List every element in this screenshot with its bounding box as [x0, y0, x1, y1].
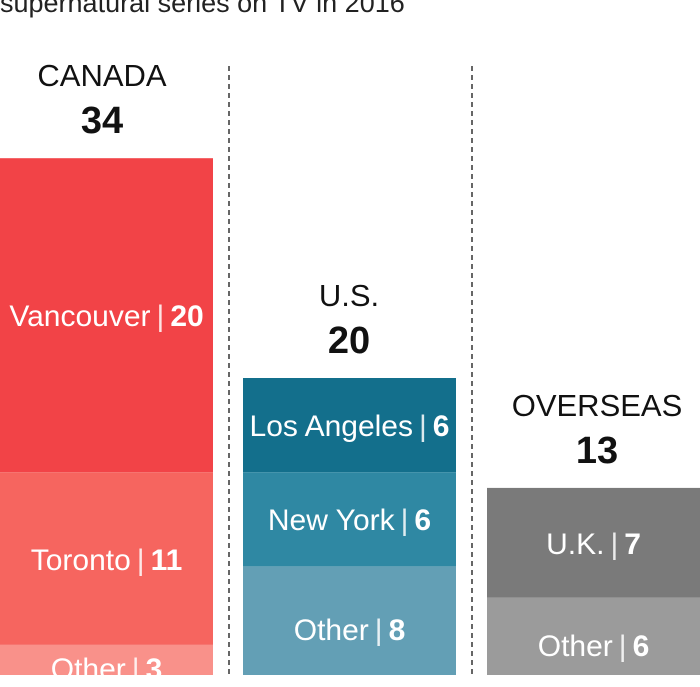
segment-value: 7: [624, 527, 641, 561]
segment-name: Other: [293, 614, 369, 648]
segment-value: 3: [145, 653, 163, 687]
segment-label: Vancouver | 20: [0, 300, 213, 334]
segment-value: 6: [414, 504, 432, 538]
segment-label: Los Angeles | 6: [243, 410, 456, 444]
segment-separator: |: [400, 504, 409, 538]
segment-label: U.K. | 7: [487, 528, 700, 562]
segment-name: U.K.: [546, 527, 605, 561]
segment-separator: |: [618, 629, 627, 663]
bar-segment-us-losangeles: [243, 378, 456, 473]
segment-separator: |: [610, 527, 619, 561]
segment-name: Other: [537, 629, 613, 663]
segment-value: 11: [150, 543, 183, 577]
bar-segment-canada-vancouver: [0, 158, 213, 473]
segment-value: 6: [432, 410, 450, 444]
group-total: 20: [327, 320, 371, 362]
segment-label: Other | 3: [0, 653, 213, 687]
segment-name: Los Angeles: [249, 410, 413, 444]
segment-name: Other: [50, 653, 126, 687]
segment-label: Other | 8: [243, 614, 456, 648]
segment-separator: |: [418, 410, 427, 444]
segment-separator: |: [156, 300, 165, 334]
segment-separator: |: [136, 543, 145, 577]
segment-label: Toronto | 11: [0, 544, 213, 578]
group-label: OVERSEAS: [511, 387, 683, 423]
segment-separator: |: [131, 653, 140, 687]
segment-name: Vancouver: [9, 300, 151, 334]
segment-label: Other | 6: [487, 630, 700, 664]
group-label: CANADA: [37, 58, 167, 94]
segment-value: 20: [170, 300, 204, 334]
bar-segment-overseas-uk: [487, 487, 700, 598]
segment-name: Toronto: [30, 543, 131, 577]
group-total: 34: [80, 100, 124, 143]
segment-value: 6: [632, 629, 650, 663]
group-label: U.S.: [318, 278, 380, 313]
segment-value: 8: [388, 614, 406, 648]
bar-segment-overseas-other: [487, 597, 700, 675]
segment-label: New York | 6: [243, 504, 456, 538]
segment-name: New York: [267, 504, 395, 538]
bar-segment-us-newyork: [243, 472, 456, 567]
chart-subtitle: supernatural series on TV in 2016: [0, 0, 405, 18]
segment-separator: |: [374, 614, 383, 648]
bar-segment-us-other: [243, 566, 456, 675]
bar-segment-canada-toronto: [0, 472, 213, 645]
bar-segment-canada-other: [0, 644, 213, 675]
group-total: 13: [575, 429, 619, 472]
